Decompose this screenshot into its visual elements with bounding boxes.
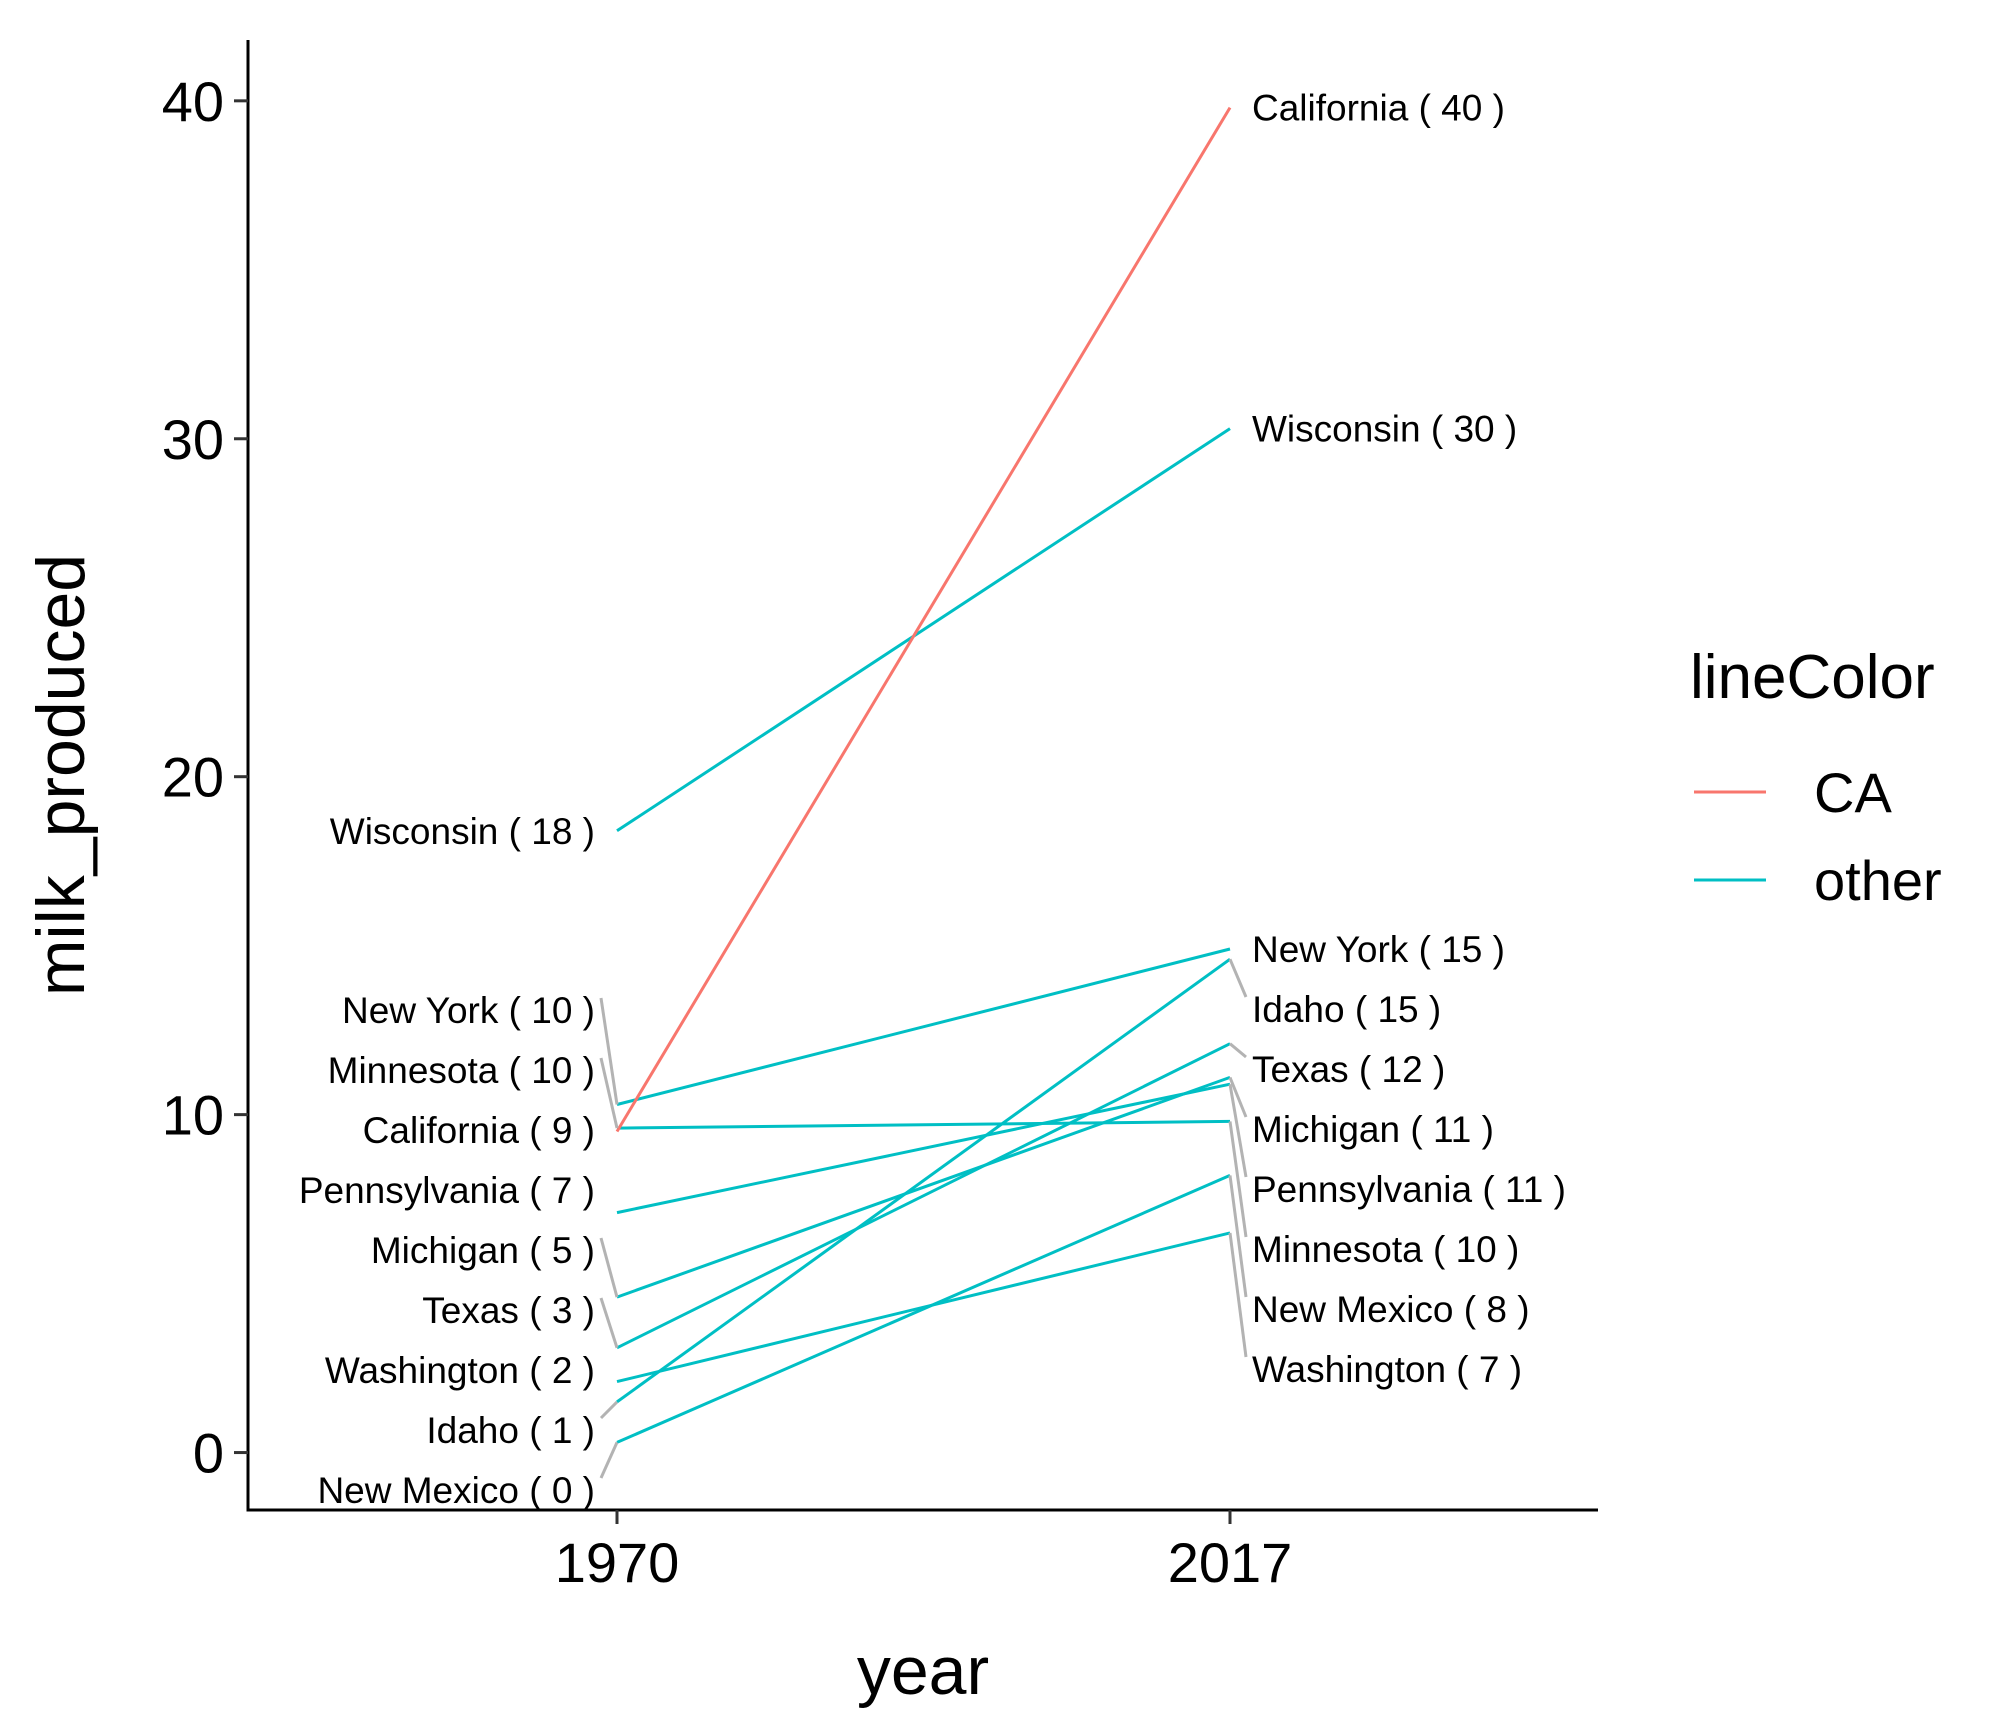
series-line-new-mexico <box>616 1174 1231 1444</box>
leader-line-2017-new-mexico <box>1228 1175 1248 1298</box>
point-label-2017-michigan: Michigan ( 11 ) <box>1252 1109 1494 1150</box>
series-line-idaho <box>616 957 1231 1404</box>
leader-line-2017-texas <box>1229 1042 1247 1059</box>
point-label-1970-new-york: New York ( 10 ) <box>342 990 595 1031</box>
y-tick-label: 10 <box>162 1084 224 1147</box>
leader-line-2017-washington <box>1228 1232 1248 1358</box>
series-lines <box>615 106 1232 1444</box>
point-label-1970-new-mexico: New Mexico ( 0 ) <box>317 1470 595 1511</box>
y-tick-label: 0 <box>193 1422 224 1485</box>
leader-line-1970-minnesota <box>599 1057 619 1129</box>
point-label-2017-idaho: Idaho ( 15 ) <box>1252 989 1441 1030</box>
legend-title: lineColor <box>1690 643 1935 712</box>
point-labels: Wisconsin ( 18 ) New York ( 10 ) Minnesota… <box>299 88 1566 1511</box>
point-label-1970-washington: Washington ( 2 ) <box>325 1350 595 1391</box>
x-tick-label: 2017 <box>1168 1531 1293 1594</box>
leader-line-1970-new-york <box>599 997 619 1105</box>
series-line-michigan <box>616 1075 1231 1299</box>
leader-line-1970-michigan <box>599 1237 619 1298</box>
point-label-1970-california: California ( 9 ) <box>363 1110 595 1151</box>
point-label-1970-minnesota: Minnesota ( 10 ) <box>328 1050 595 1091</box>
leader-line-1970-idaho <box>599 1400 619 1420</box>
point-label-1970-wisconsin: Wisconsin ( 18 ) <box>330 811 595 852</box>
series-line-texas <box>616 1042 1231 1350</box>
leader-line-2017-michigan <box>1228 1076 1248 1118</box>
point-label-2017-pennsylvania: Pennsylvania ( 11 ) <box>1252 1169 1566 1210</box>
leader-line-2017-pennsylvania <box>1228 1083 1248 1178</box>
point-label-2017-new-mexico: New Mexico ( 8 ) <box>1252 1289 1530 1330</box>
point-label-2017-minnesota: Minnesota ( 10 ) <box>1252 1229 1519 1270</box>
point-label-2017-california: California ( 40 ) <box>1252 88 1505 129</box>
series-line-new-york <box>616 947 1231 1106</box>
point-label-2017-washington: Washington ( 7 ) <box>1252 1349 1522 1390</box>
legend-label-ca: CA <box>1814 761 1892 824</box>
leader-line-2017-idaho <box>1228 958 1248 998</box>
point-label-1970-pennsylvania: Pennsylvania ( 7 ) <box>299 1170 595 1211</box>
y-tick-label: 40 <box>162 70 224 133</box>
point-label-1970-idaho: Idaho ( 1 ) <box>426 1410 595 1451</box>
series-line-wisconsin <box>616 427 1231 833</box>
x-tick-label: 1970 <box>555 1531 680 1594</box>
leader-line-1970-new-mexico <box>599 1441 619 1479</box>
point-label-2017-new-york: New York ( 15 ) <box>1252 929 1505 970</box>
label-leader-lines <box>599 958 1248 1479</box>
leader-line-1970-texas <box>599 1297 619 1349</box>
axes: 0 10 20 30 40 1970 2017 year milk_produced <box>23 40 1598 1709</box>
point-label-1970-michigan: Michigan ( 5 ) <box>371 1230 595 1271</box>
series-line-minnesota <box>616 1119 1231 1130</box>
series-line-washington <box>616 1231 1231 1384</box>
point-label-2017-texas: Texas ( 12 ) <box>1252 1049 1445 1090</box>
series-line-pennsylvania <box>616 1082 1231 1215</box>
point-label-2017-wisconsin: Wisconsin ( 30 ) <box>1252 409 1517 450</box>
y-axis-title: milk_produced <box>23 554 99 996</box>
y-tick-label: 30 <box>162 408 224 471</box>
leader-line-2017-minnesota <box>1228 1121 1248 1238</box>
x-axis-title: year <box>857 1633 989 1709</box>
y-tick-label: 20 <box>162 746 224 809</box>
series-line-california <box>615 106 1232 1133</box>
point-label-1970-texas: Texas ( 3 ) <box>422 1290 595 1331</box>
legend: lineColor CA other <box>1690 643 1942 912</box>
legend-label-other: other <box>1814 849 1942 912</box>
